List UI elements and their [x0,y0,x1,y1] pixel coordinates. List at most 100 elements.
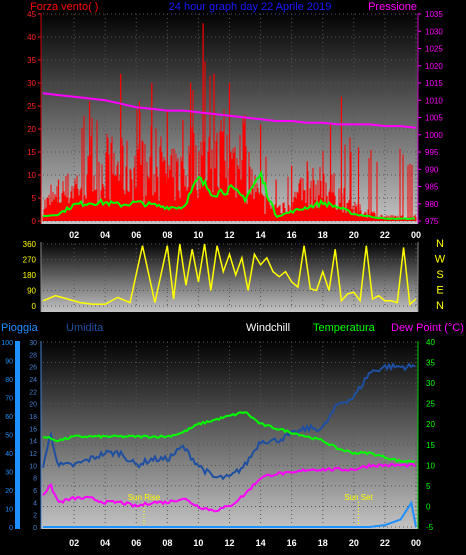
left-tick-label: 5 [32,194,37,203]
temperature-humidity-series: Sun Rise Sun Set [42,362,417,528]
x-tick-label: 06 [131,538,141,548]
temperature-humidity-panel: Sun Rise Sun Set -50510152025303540010203… [1,338,435,548]
temperature-tick-label: 40 [426,338,435,347]
rain-tick-label: 50 [5,433,13,440]
x-tick-label: 22 [380,538,390,548]
rain-tick-label: 10 [5,507,13,514]
compass-label: S [436,269,443,281]
left-tick-label: 0 [32,217,37,226]
humidity-tick-label: 2 [33,513,37,520]
compass-label: N [436,238,444,250]
humidity-tick-label: 28 [29,352,37,359]
x-tick-label: 18 [318,538,328,548]
right-tick-label: 1010 [425,96,443,105]
temperature-humidity-axes: -505101520253035400102030405060708090100… [1,338,435,548]
humidity-header-label: Umidita [66,322,104,334]
x-tick-label: 20 [349,230,359,240]
right-tick-label: 1030 [425,27,443,36]
average-wind-line [42,169,416,221]
humidity-tick-label: 20 [29,402,37,409]
x-tick-label: 04 [100,230,110,240]
temperature-tick-label: 5 [426,482,431,491]
left-tick-label: 30 [27,79,36,88]
humidity-tick-label: 4 [33,500,37,507]
compass-label: E [436,285,443,297]
x-tick-label: 22 [380,230,390,240]
right-tick-label: 1005 [425,114,443,123]
x-tick-label: 10 [193,230,203,240]
x-tick-label: 04 [100,538,110,548]
wind-pressure-series [42,23,417,221]
temperature-tick-label: 0 [426,502,431,511]
compass-label: N [436,300,444,312]
left-tick-label: 45 [27,10,36,19]
sun-marker-label: Sun Rise [128,493,161,502]
temperature-header-label: Temperatura [313,322,376,334]
rain-tick-label: 40 [5,451,13,458]
humidity-tick-label: 8 [33,476,37,483]
right-tick-label: 1025 [425,45,443,54]
wind-header-label: Forza vento( ) [30,1,98,13]
left-tick-label: 20 [27,125,36,134]
rain-tick-label: 60 [5,414,13,421]
direction-tick-label: 360 [23,240,37,249]
left-tick-label: 25 [27,102,36,111]
rain-tick-label: 0 [9,525,13,532]
right-tick-label: 1020 [425,62,443,71]
x-tick-label: 02 [69,230,79,240]
direction-tick-label: 0 [32,302,37,311]
temperature-tick-label: 35 [426,359,435,368]
wind-pressure-panel: 0510152025303540459759809859909951000100… [27,10,443,240]
rain-tick-label: 90 [5,359,13,366]
humidity-tick-label: 24 [29,377,37,384]
right-tick-label: 1000 [425,131,443,140]
direction-tick-label: 270 [23,256,37,265]
x-tick-label: 16 [287,230,297,240]
rain-tick-label: 70 [5,396,13,403]
pressure-header-label: Pressione [368,1,417,13]
x-tick-label: 12 [224,538,234,548]
x-tick-label: 10 [193,538,203,548]
x-tick-label: 02 [69,538,79,548]
humidity-tick-label: 26 [29,365,37,372]
x-tick-label: 16 [287,538,297,548]
right-tick-label: 990 [425,165,439,174]
temperature-tick-label: 20 [426,420,435,429]
compass-label: W [435,254,446,266]
right-tick-label: 975 [425,217,439,226]
rain-tick-label: 20 [5,488,13,495]
x-tick-label: 06 [131,230,141,240]
humidity-tick-label: 16 [29,426,37,433]
wind-direction-series [42,243,417,306]
humidity-tick-label: 18 [29,414,37,421]
left-tick-label: 10 [27,171,36,180]
left-tick-label: 35 [27,56,36,65]
direction-tick-label: 90 [27,287,36,296]
humidity-tick-label: 10 [29,463,37,470]
right-tick-label: 995 [425,148,439,157]
x-tick-label: 20 [349,538,359,548]
rain-header-label: Pioggia [1,322,39,334]
dewpoint-header-label: Dew Point (°C) [391,322,464,334]
humidity-tick-label: 30 [29,340,37,347]
rain-line [43,500,417,528]
pressure-line [42,92,417,129]
windchill-header-label: Windchill [246,322,290,334]
date-header-label: 24 hour graph day 22 Aprile 2019 [169,1,332,13]
temperature-tick-label: -5 [426,523,434,532]
temperature-tick-label: 10 [426,461,435,470]
wind-direction-line [42,243,417,306]
humidity-tick-label: 12 [29,451,37,458]
x-tick-label: 00 [411,538,421,548]
wind-pressure-axes: 0510152025303540459759809859909951000100… [27,10,443,240]
left-tick-label: 40 [27,33,36,42]
humidity-tick-label: 14 [29,439,37,446]
temperature-tick-label: 15 [426,441,435,450]
sun-marker-label: Sun Set [344,493,373,502]
x-tick-label: 08 [162,538,172,548]
rain-tick-label: 30 [5,470,13,477]
x-tick-label: 00 [411,230,421,240]
x-tick-label: 14 [256,230,266,240]
